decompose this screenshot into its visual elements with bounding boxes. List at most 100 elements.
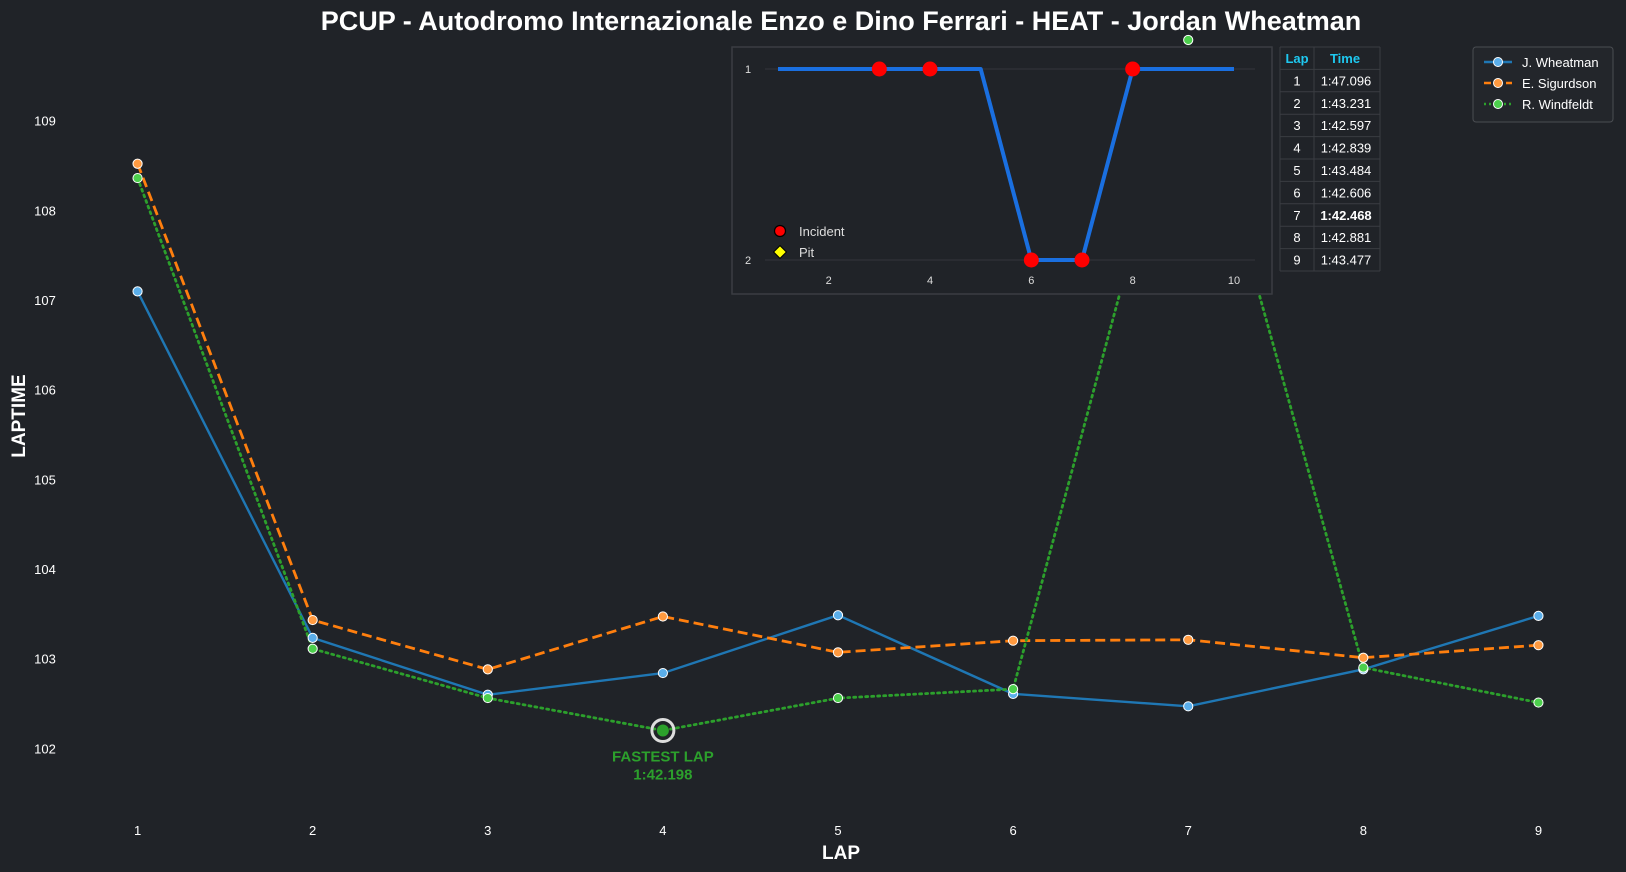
inset-position-line <box>778 67 1234 262</box>
incident-legend-icon <box>773 224 787 238</box>
series-point <box>482 664 493 675</box>
series-point <box>832 692 844 704</box>
table-cell-time: 1:42.606 <box>1321 185 1372 200</box>
x-tick-label: 6 <box>1009 823 1016 838</box>
incident-marker <box>922 61 938 77</box>
inset-y-tick-label: 1 <box>745 64 751 76</box>
incident-marker <box>1023 252 1039 268</box>
inset-x-tick-label: 6 <box>1028 275 1034 287</box>
incident-marker <box>1074 252 1090 268</box>
series-point <box>657 667 668 679</box>
chart-title: PCUP - Autodromo Internazionale Enzo e D… <box>321 6 1362 36</box>
y-tick-label: 105 <box>34 472 56 487</box>
inset-x-ticks: 2 4 6 8 10 <box>826 275 1241 287</box>
table-cell-time: 1:43.484 <box>1321 163 1372 178</box>
table-cell-lap: 7 <box>1293 208 1300 223</box>
table-cell-lap: 2 <box>1293 96 1300 111</box>
fastest-lap-dot <box>656 724 669 737</box>
series-point <box>132 172 143 184</box>
fastest-lap-time: 1:42.198 <box>633 767 692 784</box>
series-line <box>136 163 1539 671</box>
table-cell-time: 1:43.231 <box>1321 96 1372 111</box>
x-tick-label: 9 <box>1535 823 1542 838</box>
inset-x-tick-label: 8 <box>1130 275 1136 287</box>
series-point <box>132 286 143 297</box>
series-points <box>132 34 1544 736</box>
table-cell-time: 1:42.881 <box>1321 230 1372 245</box>
table-cell-lap: 3 <box>1293 118 1300 133</box>
series-point <box>1008 635 1019 646</box>
incident-marker <box>1125 61 1141 77</box>
y-tick-label: 109 <box>34 114 56 129</box>
pit-legend-label: Pit <box>799 245 815 260</box>
legend-box <box>1472 46 1614 123</box>
x-tick-label: 2 <box>309 823 316 838</box>
fastest-lap-annotation: FASTEST LAP 1:42.198 <box>612 718 714 784</box>
legend-label: R. Windfeldt <box>1522 97 1593 112</box>
inset-frame <box>731 46 1273 295</box>
table-cell-lap: 1 <box>1293 73 1300 88</box>
y-tick-label: 108 <box>34 203 56 218</box>
y-tick-label: 104 <box>34 562 56 577</box>
table-header-lap: Lap <box>1285 51 1308 66</box>
y-tick-label: 107 <box>34 293 56 308</box>
table-cell-time: 1:47.096 <box>1321 73 1372 88</box>
x-tick-label: 5 <box>834 823 841 838</box>
series-point <box>307 632 318 644</box>
series-point <box>307 614 318 626</box>
series-point <box>1533 640 1544 651</box>
table-cell-time: 1:42.597 <box>1321 118 1372 133</box>
series-point <box>482 692 493 704</box>
x-axis-ticks: 1 2 3 4 5 6 7 8 9 <box>134 823 1542 838</box>
x-tick-label: 8 <box>1360 823 1367 838</box>
chart-legend: J. Wheatman E. Sigurdson R. Windfeldt <box>1472 46 1614 123</box>
table-cell-lap: 5 <box>1293 163 1300 178</box>
y-axis-label: LAPTIME <box>9 374 30 457</box>
series-point <box>1358 662 1369 673</box>
legend-label: E. Sigurdson <box>1522 76 1596 91</box>
x-tick-label: 3 <box>484 823 491 838</box>
inset-x-tick-label: 10 <box>1228 275 1240 287</box>
fastest-lap-label: FASTEST LAP <box>612 749 714 766</box>
table-cell-lap: 6 <box>1293 185 1300 200</box>
x-tick-label: 7 <box>1185 823 1192 838</box>
table-cell-time: 1:42.468 <box>1320 208 1371 223</box>
inset-x-tick-label: 2 <box>826 275 832 287</box>
series-point <box>1183 634 1194 645</box>
legend-marker <box>1493 78 1503 88</box>
table-cell-lap: 8 <box>1293 230 1300 245</box>
incident-marker <box>871 61 887 77</box>
incident-legend-label: Incident <box>799 224 845 239</box>
y-tick-label: 106 <box>34 383 56 398</box>
lap-time-table: Lap Time 1 1:47.096 2 1:43.231 3 1:42.597 4 1:4… <box>1279 46 1381 272</box>
series-point <box>1533 610 1544 621</box>
legend-marker <box>1493 57 1503 67</box>
series-point <box>832 610 844 621</box>
table-header-time: Time <box>1330 51 1360 66</box>
pit-legend-icon <box>772 244 788 260</box>
y-tick-label: 103 <box>34 652 56 667</box>
series-point <box>1183 34 1194 46</box>
table-cell-time: 1:42.839 <box>1321 141 1372 156</box>
position-inset: 2 4 6 8 10 12 Incident Pit <box>731 46 1273 295</box>
inset-legend: Incident Pit <box>772 224 845 260</box>
x-tick-label: 4 <box>659 823 666 838</box>
series-point <box>1008 684 1019 695</box>
table-cell-lap: 9 <box>1293 253 1300 268</box>
series-point <box>832 647 844 658</box>
series-point <box>1533 697 1544 708</box>
table-cell-lap: 4 <box>1293 141 1300 156</box>
table-cell-time: 1:43.477 <box>1321 253 1372 268</box>
series-point <box>1183 701 1194 712</box>
series-point <box>307 643 318 654</box>
x-axis-label: LAP <box>822 843 860 864</box>
series-point <box>1358 652 1369 663</box>
inset-x-tick-label: 4 <box>927 275 933 287</box>
series-point <box>132 158 143 169</box>
inset-incident-markers <box>871 61 1141 268</box>
series-point <box>657 611 668 622</box>
inset-y-tick-label: 2 <box>745 255 751 267</box>
legend-marker <box>1493 99 1503 109</box>
x-tick-label: 1 <box>134 823 141 838</box>
